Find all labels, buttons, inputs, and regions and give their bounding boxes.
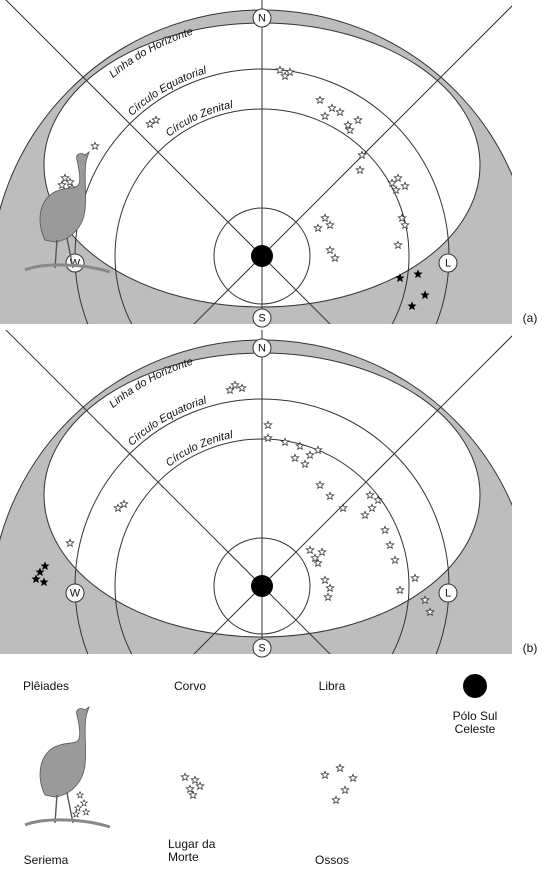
cardinal-label: W xyxy=(70,588,81,600)
cardinal-label: L xyxy=(445,258,451,270)
cardinal-label: L xyxy=(445,588,451,600)
legend-label: Lugar da xyxy=(168,837,216,851)
pole-icon xyxy=(463,674,487,698)
star xyxy=(181,773,189,780)
star xyxy=(77,792,84,798)
star xyxy=(332,796,340,803)
legend-label: Seriema xyxy=(24,853,69,867)
star xyxy=(75,805,82,811)
star xyxy=(321,771,329,778)
seriema-icon xyxy=(25,707,110,827)
south-pole xyxy=(251,245,273,267)
panel-tag: (a) xyxy=(523,311,538,325)
legend-label: Pólo Sul xyxy=(453,709,498,723)
cardinal-label: S xyxy=(258,313,265,325)
legend-label: Corvo xyxy=(174,679,206,693)
cardinal-label: N xyxy=(258,343,266,355)
legend-label: Libra xyxy=(319,679,346,693)
star xyxy=(349,774,357,781)
star xyxy=(336,764,344,771)
legend-label: Celeste xyxy=(455,722,496,736)
panel-tag: (b) xyxy=(523,641,538,655)
cardinal-label: N xyxy=(258,13,266,25)
star xyxy=(83,809,90,815)
cardinal-label: S xyxy=(258,643,265,655)
star xyxy=(189,791,197,798)
diagram: Plêiades Corvo Libra Pólo Sul Celeste Se… xyxy=(0,0,556,874)
star xyxy=(81,800,88,806)
legend-label: Plêiades xyxy=(23,679,69,693)
legend-label: Morte xyxy=(168,850,199,864)
legend-label: Ossos xyxy=(315,853,349,867)
star xyxy=(191,776,199,783)
star xyxy=(341,786,349,793)
star xyxy=(73,811,80,817)
south-pole xyxy=(251,575,273,597)
legend: Plêiades Corvo Libra Pólo Sul Celeste Se… xyxy=(23,674,497,867)
